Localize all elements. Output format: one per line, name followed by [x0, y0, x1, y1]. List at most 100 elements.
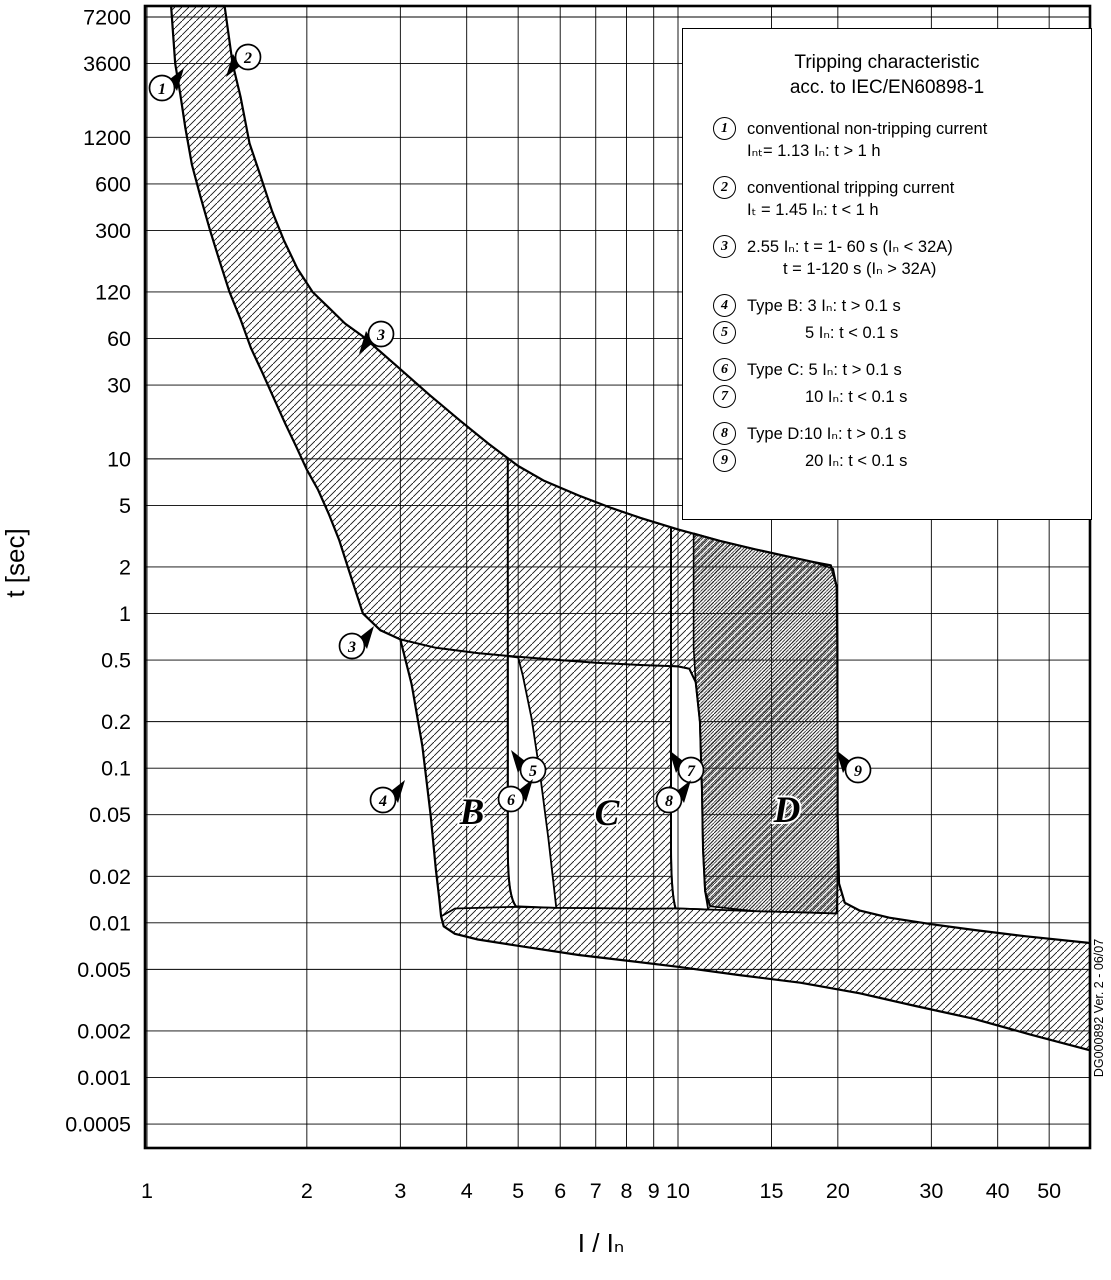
- marker-pointer-icon: [836, 750, 850, 773]
- y-tick-label: 0.05: [89, 803, 131, 827]
- marker-circle: [338, 632, 366, 660]
- y-tick-label: 2: [119, 555, 131, 579]
- marker-1: 1: [148, 68, 184, 102]
- region-label-d: D: [773, 790, 801, 831]
- legend-title-line1: Tripping characteristic: [794, 52, 980, 73]
- marker-number: 6: [507, 792, 515, 809]
- legend-item-text: 2.55 Iₙ: t = 1- 60 s (Iₙ < 32A) t = 1-120…: [747, 236, 953, 280]
- y-tick-label: 120: [95, 280, 131, 304]
- x-tick-label: 40: [986, 1179, 1010, 1203]
- legend-item-text: 10 Iₙ: t < 0.1 s: [747, 386, 907, 408]
- legend-item-3: 3 2.55 Iₙ: t = 1- 60 s (Iₙ < 32A) t = 1-12…: [683, 235, 1091, 280]
- marker-4: 4: [369, 780, 405, 814]
- x-tick-label: 5: [512, 1179, 524, 1203]
- marker-8: 8: [655, 780, 691, 814]
- marker-number: 3: [376, 327, 385, 344]
- marker-3-lower: 3: [338, 626, 374, 660]
- legend-title-line2: acc. to IEC/EN60898-1: [789, 76, 985, 98]
- y-tick-label: 5: [119, 494, 131, 518]
- legend-item-number: 2: [713, 176, 736, 200]
- y-tick-label: 0.01: [89, 911, 131, 935]
- y-tick-label: 0.02: [89, 865, 131, 889]
- marker-pointer-icon: [226, 54, 240, 77]
- legend-item-line: Type D:10 Iₙ: t > 0.1 s: [747, 425, 907, 444]
- x-tick-label: 15: [760, 1179, 784, 1203]
- legend-item-line: conventional non-tripping current: [747, 120, 988, 139]
- type-d-dense-region: [692, 532, 839, 915]
- y-tick-label: 30: [107, 374, 131, 398]
- legend-item-number: 7: [713, 385, 736, 409]
- y-tick-label: 60: [107, 327, 131, 351]
- marker-pointer-icon: [360, 626, 374, 649]
- marker-2: 2: [226, 43, 262, 77]
- marker-pointer-icon: [677, 780, 691, 803]
- tick-labels: 1 2 3 4 5 6 7 8 9 10 15 20 30 40 507200360012006003001…: [65, 5, 1061, 1203]
- marker-5: 5: [511, 750, 547, 784]
- y-tick-label: 0.1: [101, 757, 131, 781]
- marker-pointer-icon: [511, 750, 525, 773]
- x-tick-label: 9: [648, 1179, 660, 1203]
- legend-item-line: t = 1-120 s (Iₙ > 32A): [783, 260, 937, 279]
- instantaneous-band-top-line: [440, 905, 837, 918]
- legend-item-line: Iₙₜ= 1.13 Iₙ: t > 1 h: [747, 142, 881, 161]
- legend-item-line: 10 Iₙ: t < 0.1 s: [805, 388, 908, 407]
- x-tick-label: 8: [621, 1179, 633, 1203]
- legend-item-8: 8 Type D:10 Iₙ: t > 0.1 s: [683, 422, 1091, 446]
- y-tick-label: 1: [119, 602, 131, 626]
- marker-circle: [234, 43, 262, 71]
- legend-items: 1 conventional non-tripping current Iₙₜ= 1…: [683, 117, 1091, 473]
- legend-item-text: conventional tripping current Iₜ = 1.45 I…: [747, 177, 954, 221]
- legend-item-4: 4 Type B: 3 Iₙ: t > 0.1 s: [683, 294, 1091, 318]
- marker-number: 7: [687, 763, 696, 780]
- y-axis-label: t [sec]: [0, 528, 30, 597]
- legend-item-2: 2 conventional tripping current Iₜ = 1.45 …: [683, 176, 1091, 221]
- legend-item-text: Type C: 5 Iₙ: t > 0.1 s: [747, 359, 902, 381]
- marker-3-upper: 3: [359, 320, 395, 354]
- legend-item-text: Type B: 3 Iₙ: t > 0.1 s: [747, 295, 901, 317]
- x-tick-label: 1: [141, 1179, 153, 1203]
- legend-item-9: 9 20 Iₙ: t < 0.1 s: [683, 449, 1091, 473]
- marker-6: 6: [497, 779, 533, 813]
- marker-number: 4: [378, 793, 387, 810]
- legend-item-text: conventional non-tripping current Iₙₜ= 1.…: [747, 118, 987, 162]
- type-b-max-drop-line: [506, 459, 517, 907]
- legend-item-line: 20 Iₙ: t < 0.1 s: [805, 452, 908, 471]
- marker-circle: [844, 756, 872, 784]
- marker-number: 5: [529, 763, 537, 780]
- legend-item-number: 4: [713, 294, 736, 318]
- marker-7: 7: [669, 750, 705, 784]
- x-tick-label: 3: [394, 1179, 406, 1203]
- legend-item-number: 6: [713, 358, 736, 382]
- legend-item-number: 5: [713, 321, 736, 345]
- x-tick-label: 4: [461, 1179, 473, 1203]
- marker-number: 3: [347, 639, 356, 656]
- legend-item-6: 6 Type C: 5 Iₙ: t > 0.1 s: [683, 358, 1091, 382]
- marker-number: 9: [854, 763, 862, 780]
- marker-circle: [369, 786, 397, 814]
- characteristic-lines: [400, 459, 837, 918]
- type-c-max-drop-line: [670, 528, 677, 909]
- region-label-b: B: [459, 792, 485, 833]
- marker-pointer-icon: [170, 68, 184, 91]
- x-tick-label: 50: [1037, 1179, 1061, 1203]
- y-tick-label: 0.5: [101, 649, 131, 673]
- y-tick-label: 0.005: [77, 958, 131, 982]
- y-tick-label: 0.002: [77, 1019, 131, 1043]
- y-tick-label: 3600: [83, 52, 131, 76]
- marker-pointer-icon: [519, 779, 533, 802]
- marker-pointer-icon: [391, 780, 405, 803]
- marker-number: 2: [243, 50, 252, 67]
- x-axis-label: I / Iₙ: [578, 1228, 624, 1258]
- x-tick-label: 20: [826, 1179, 850, 1203]
- legend-item-line: 5 Iₙ: t < 0.1 s: [805, 324, 899, 343]
- legend-item-line: conventional tripping current: [747, 179, 955, 198]
- legend-item-line: Iₜ = 1.45 Iₙ: t < 1 h: [747, 201, 879, 220]
- marker-9: 9: [836, 750, 872, 784]
- legend-item-line: Type C: 5 Iₙ: t > 0.1 s: [747, 361, 902, 380]
- y-tick-label: 10: [107, 447, 131, 471]
- x-tick-label: 30: [919, 1179, 943, 1203]
- y-tick-label: 300: [95, 219, 131, 243]
- legend-item-line: Type B: 3 Iₙ: t > 0.1 s: [747, 297, 901, 316]
- legend-box: Tripping characteristic acc. to IEC/EN60…: [682, 28, 1092, 520]
- legend-item-number: 8: [713, 422, 736, 446]
